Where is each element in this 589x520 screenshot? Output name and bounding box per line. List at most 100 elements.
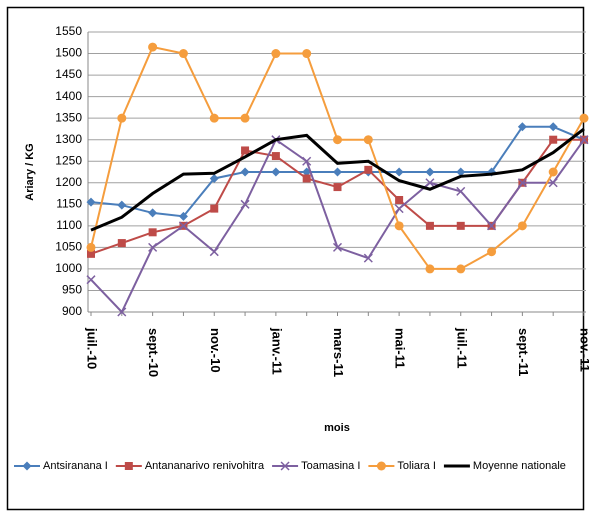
legend-label: Antsiranana I [43, 460, 108, 472]
marker [548, 122, 558, 132]
marker [333, 135, 342, 145]
marker [241, 146, 250, 155]
legend-item: Toliara I [368, 460, 436, 472]
marker [240, 199, 250, 209]
y-axis-label: Ariary / KG [24, 143, 36, 200]
y-tick-label: 1000 [55, 261, 82, 275]
marker [178, 221, 188, 231]
marker [456, 186, 466, 196]
marker [394, 221, 404, 231]
marker [86, 275, 96, 285]
marker [302, 174, 311, 183]
marker [178, 211, 188, 221]
marker [579, 135, 589, 145]
y-tick-label: 900 [62, 304, 82, 318]
marker [549, 135, 558, 144]
marker [425, 221, 434, 230]
marker [86, 197, 96, 207]
marker [117, 239, 126, 248]
marker [210, 204, 219, 213]
legend-item: Antananarivo renivohitra [115, 460, 265, 472]
chart-border [6, 6, 585, 511]
legend-label: Toamasina I [301, 460, 360, 472]
marker [487, 247, 497, 257]
marker [363, 253, 373, 263]
y-tick-label: 1100 [56, 218, 82, 232]
x-axis-label: mois [324, 422, 350, 434]
y-tick-label: 1300 [55, 132, 82, 146]
legend-label: Toliara I [397, 460, 436, 472]
marker [394, 167, 404, 177]
marker [240, 113, 250, 123]
x-tick-label: nov.-10 [208, 328, 223, 373]
legend-marker [280, 461, 290, 471]
legend-label: Antananarivo renivohitra [145, 460, 265, 472]
y-tick-label: 1450 [55, 67, 82, 81]
x-tick-label: juil.-11 [454, 327, 469, 368]
y-tick-label: 1250 [55, 153, 82, 167]
marker [363, 135, 373, 145]
y-tick-label: 1350 [55, 110, 82, 124]
marker [148, 228, 157, 237]
marker [425, 167, 435, 177]
marker [517, 178, 527, 188]
y-tick-label: 1400 [55, 89, 82, 103]
legend-marker [124, 462, 133, 470]
marker [517, 221, 527, 231]
marker [178, 49, 188, 59]
legend-marker [22, 461, 32, 471]
x-tick-label: nov.-11 [578, 328, 589, 372]
marker [240, 167, 250, 177]
marker [487, 221, 497, 231]
marker [332, 242, 343, 252]
legend-label: Moyenne nationale [473, 460, 566, 472]
marker [548, 178, 558, 188]
x-tick-label: mars-11 [331, 328, 346, 377]
x-tick-label: juil.-10 [85, 327, 100, 369]
marker [117, 113, 127, 123]
y-tick-label: 1500 [55, 46, 82, 60]
y-tick-label: 1150 [56, 196, 82, 210]
marker [117, 200, 127, 210]
marker [302, 156, 312, 166]
legend-item: Antsiranana I [14, 460, 108, 472]
marker [271, 152, 280, 161]
legend-item: Moyenne nationale [443, 460, 566, 472]
marker [364, 165, 373, 174]
marker [271, 167, 281, 177]
marker [548, 167, 558, 177]
marker [148, 242, 158, 252]
y-tick-label: 1200 [55, 175, 82, 189]
x-tick-label: janv.-11 [269, 327, 284, 375]
x-tick-label: sept.-11 [516, 328, 531, 376]
marker [209, 247, 219, 257]
marker [302, 49, 312, 59]
marker [425, 178, 435, 188]
marker [271, 49, 281, 59]
marker [148, 208, 158, 218]
series-line [90, 127, 585, 232]
legend-marker [376, 461, 386, 471]
marker [579, 113, 589, 123]
marker [456, 221, 465, 230]
y-tick-label: 1050 [55, 240, 82, 254]
marker [209, 113, 219, 123]
marker [517, 122, 527, 132]
y-tick-label: 1550 [55, 24, 82, 38]
x-tick-label: mai-11 [393, 328, 408, 368]
marker [456, 264, 466, 274]
marker [333, 183, 342, 192]
marker [117, 307, 127, 317]
marker [333, 167, 342, 177]
marker [395, 196, 404, 204]
marker [209, 173, 219, 183]
marker [87, 249, 95, 258]
x-tick-label: sept.-10 [146, 328, 161, 377]
marker [148, 42, 158, 52]
legend-item: Toamasina I [272, 460, 360, 472]
marker [456, 167, 466, 177]
marker [394, 204, 404, 214]
marker [425, 264, 435, 274]
y-tick-label: 950 [62, 283, 82, 297]
